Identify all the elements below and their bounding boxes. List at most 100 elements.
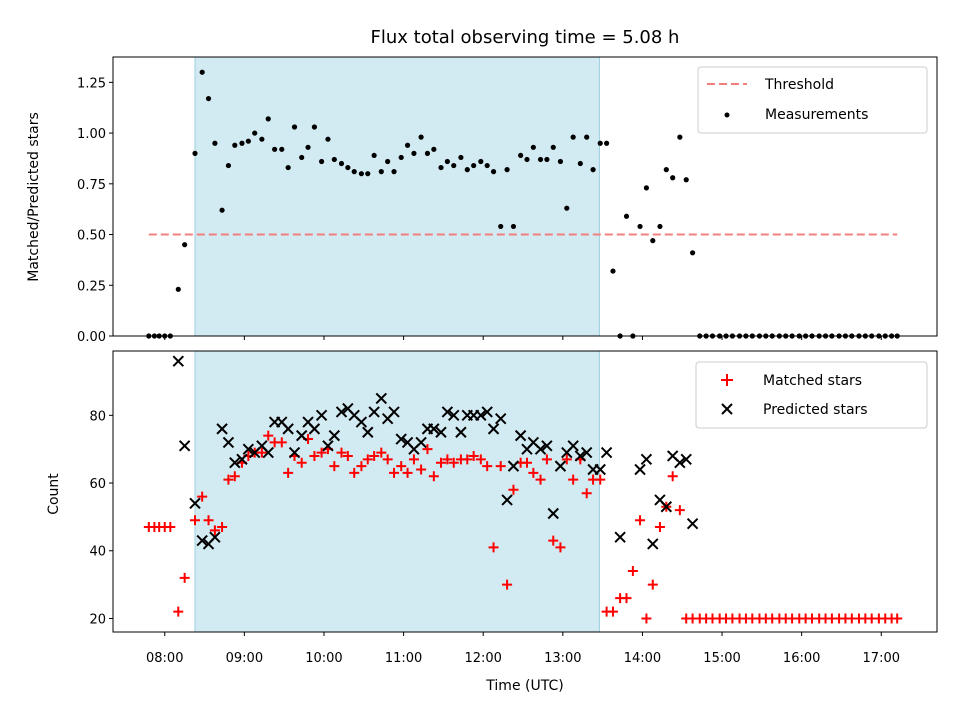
predicted-star-point	[288, 446, 301, 459]
predicted-star-point	[660, 501, 673, 513]
top-panel-y-axis-label: Matched/Predicted stars	[26, 112, 42, 282]
predicted-star-point	[328, 429, 341, 442]
predicted-star-point	[355, 416, 368, 428]
predicted-star-point	[501, 494, 513, 506]
predicted-star-point	[308, 423, 321, 435]
measurement-point	[358, 171, 364, 177]
matched-star-point	[342, 450, 353, 461]
predicted-star-point	[189, 497, 201, 510]
matched-star-point	[647, 579, 658, 590]
x-tick-label: 17:00	[863, 651, 900, 666]
matched-star-point	[229, 471, 240, 482]
matched-star-point	[428, 471, 439, 482]
x-tick-label: 08:00	[146, 651, 183, 666]
y-tick-label: 0.50	[77, 229, 106, 244]
measurement-point	[212, 140, 218, 146]
matched-star-point	[382, 454, 393, 465]
predicted-star-point	[388, 406, 400, 418]
measurement-point	[378, 169, 384, 175]
measurement-point	[175, 286, 181, 292]
predicted-star-point	[335, 406, 348, 418]
measurement-point	[518, 152, 524, 159]
measurement-point	[398, 154, 404, 161]
matched-star-point	[223, 474, 234, 485]
measurement-point	[391, 169, 397, 175]
predicted-star-point	[554, 460, 567, 472]
measurement-point	[411, 150, 417, 156]
bottom-panel-y-ticks: 20 40 60 80	[89, 409, 113, 627]
measurement-point	[670, 175, 676, 181]
matched-star-point	[349, 467, 360, 478]
measurement-point	[232, 142, 238, 148]
measurement-point	[610, 268, 616, 274]
predicted-star-point	[647, 538, 659, 550]
predicted-star-point	[209, 531, 221, 543]
predicted-star-point	[547, 507, 559, 520]
predicted-star-point	[455, 426, 467, 438]
predicted-star-point	[368, 406, 380, 418]
predicted-star-point	[375, 392, 388, 405]
matched-star-point	[502, 579, 513, 590]
predicted-star-point	[415, 436, 427, 449]
measurement-point	[650, 238, 656, 244]
measurement-point	[331, 156, 337, 163]
matched-star-point	[408, 454, 419, 465]
measurement-point	[424, 150, 431, 156]
measurement-point	[418, 134, 424, 140]
y-tick-label: 0.00	[77, 330, 106, 345]
bottom-legend-box	[695, 361, 928, 429]
measurements-points	[146, 69, 900, 339]
matched-star-point	[462, 454, 473, 465]
bottom-panel: 20 40 60 80 08:00 09:00 10:00 11:00 12:00 13:00 1…	[46, 350, 938, 666]
matched-star-point	[203, 515, 214, 526]
measurement-point	[478, 158, 484, 165]
matched-star-point	[595, 474, 606, 485]
measurement-point	[225, 162, 232, 169]
matched-star-point	[674, 505, 685, 516]
predicted-star-point	[686, 517, 699, 530]
y-tick-label: 1.00	[77, 127, 106, 142]
matched-star-point	[376, 447, 387, 458]
top-panel: 0.00 0.25 0.50 0.75 1.00 1.25 Matched/Predict…	[26, 56, 938, 345]
predicted-star-point	[594, 463, 606, 476]
top-panel-y-ticks: 0.00 0.25 0.50 0.75 1.00 1.25	[77, 76, 113, 345]
matched-star-point	[173, 606, 184, 617]
matched-star-point	[217, 522, 228, 533]
predicted-star-point	[216, 423, 228, 435]
measurement-point	[291, 124, 298, 130]
predicted-star-point	[600, 446, 613, 459]
legend-predicted-swatch	[721, 403, 733, 415]
measurement-point	[683, 177, 689, 183]
y-tick-label: 0.75	[77, 178, 106, 193]
measurement-point	[318, 158, 325, 165]
matched-star-point	[528, 467, 539, 478]
measurement-point	[557, 158, 564, 165]
measurement-point	[299, 154, 305, 161]
measurement-point	[464, 167, 470, 173]
matched-star-point	[667, 471, 678, 482]
measurement-point	[604, 140, 610, 146]
predicted-star-point	[541, 440, 553, 452]
predicted-star-point	[475, 409, 487, 422]
measurement-point	[252, 130, 258, 136]
x-tick-label: 10:00	[305, 651, 342, 666]
legend-matched-swatch	[721, 374, 733, 386]
x-axis-label: Time (UTC)	[485, 678, 563, 694]
y-tick-label: 1.25	[77, 76, 106, 91]
predicted-star-point	[282, 423, 294, 435]
predicted-star-point	[435, 426, 447, 438]
y-tick-label: 40	[89, 545, 106, 560]
top-panel-frame	[112, 56, 938, 337]
predicted-star-point	[262, 446, 274, 459]
y-tick-label: 0.25	[77, 279, 106, 294]
predicted-star-point	[580, 446, 593, 459]
matched-star-point	[369, 450, 380, 461]
measurement-point	[205, 95, 212, 102]
predicted-star-point	[315, 409, 328, 422]
measurement-point	[597, 140, 603, 146]
predicted-star-point	[448, 409, 460, 422]
measurement-point	[444, 158, 450, 165]
measurement-point	[623, 213, 630, 219]
matched-star-point	[263, 430, 274, 441]
measurement-point	[663, 167, 669, 173]
